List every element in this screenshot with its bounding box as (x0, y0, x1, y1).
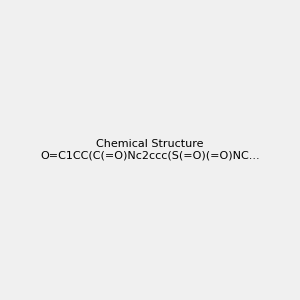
Text: Chemical Structure
O=C1CC(C(=O)Nc2ccc(S(=O)(=O)NC...: Chemical Structure O=C1CC(C(=O)Nc2ccc(S(… (40, 139, 260, 161)
